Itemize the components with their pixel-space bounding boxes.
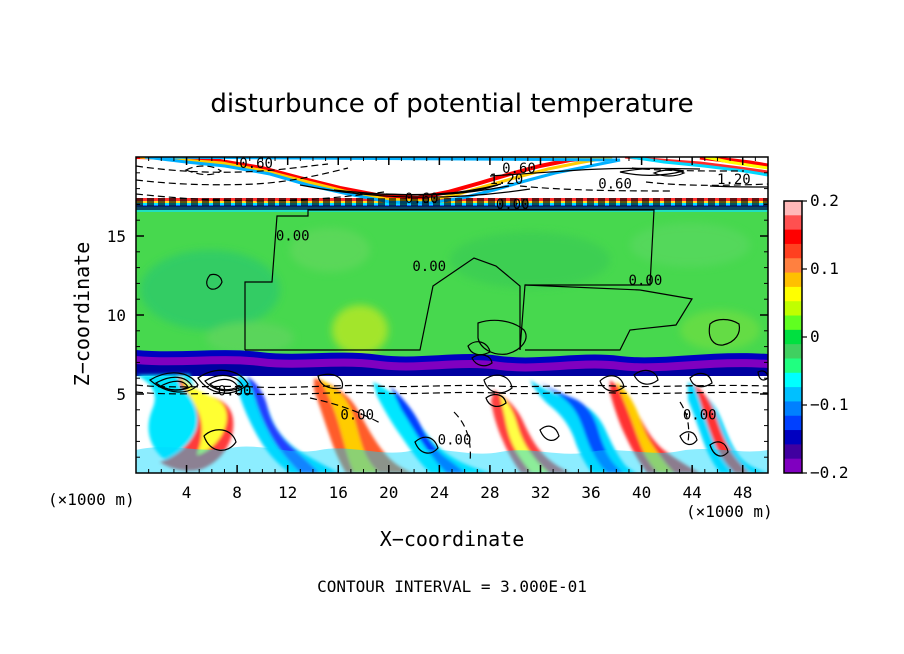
colorbar-segment-9 <box>784 329 802 345</box>
x-axis-label: X−coordinate <box>380 527 525 551</box>
x-tick-label-3: 16 <box>329 483 348 502</box>
y-tick-label-2: 15 <box>107 227 126 246</box>
colorbar-segment-8 <box>784 315 802 331</box>
x-axis: 4 8 12 16 20 24 28 32 36 40 44 48 <box>148 157 756 502</box>
colorbar-segment-18 <box>784 458 802 474</box>
contour-label-5: 0.60 <box>405 191 439 207</box>
colorbar-tick-label-0: 0.2 <box>810 191 839 210</box>
contour-label-6: 0.00 <box>496 197 530 213</box>
contour-upper-solid-7 <box>652 169 686 177</box>
contour-mid-6 <box>206 273 223 290</box>
contour-upper-solid-8 <box>709 185 768 188</box>
lower-solid-contours <box>148 341 768 457</box>
contour-upper-1 <box>136 163 329 173</box>
contour-upper-7 <box>519 185 671 192</box>
contour-lower-5 <box>679 401 690 443</box>
colorbar-tick-label-1: 0.1 <box>810 259 839 278</box>
contour-interval-note: CONTOUR INTERVAL = 3.000E-01 <box>317 577 587 596</box>
contour-lower-1 <box>136 384 768 389</box>
contour-upper-solid-1 <box>299 184 531 198</box>
contour-mid-3 <box>524 284 693 351</box>
x-tick-label-2: 12 <box>278 483 297 502</box>
contour-mid-2 <box>245 257 521 351</box>
colorbar-tick-label-4: −0.2 <box>810 463 849 482</box>
colorbar-segment-1 <box>784 215 802 231</box>
x-tick-label-11: 48 <box>733 483 752 502</box>
tropopause-contours <box>136 198 768 210</box>
contour-label-7: 0.00 <box>276 229 310 245</box>
colorbar-segment-3 <box>784 243 802 259</box>
y-axis-label: Z−coordinate <box>70 242 94 387</box>
chart-title: disturbunce of potential temperature <box>210 89 693 119</box>
contour-label-8: 0.00 <box>412 259 446 275</box>
contour-label-0: 0.60 <box>239 156 273 172</box>
colorbar-segment-11 <box>784 358 802 374</box>
colorbar-tick-label-2: 0 <box>810 327 820 346</box>
colorbar-segment-10 <box>784 344 802 359</box>
contour-mid-4 <box>708 318 741 346</box>
colorbar-segment-15 <box>784 415 802 431</box>
y-axis: 5 10 15 <box>107 172 768 458</box>
x-tick-label-0: 4 <box>182 483 192 502</box>
colorbar-segment-12 <box>784 372 802 388</box>
x-unit-label-right: (×1000 m) <box>686 502 773 521</box>
contour-mid-1 <box>244 209 655 351</box>
colorbar-segment-13 <box>784 387 802 402</box>
colorbar-segment-16 <box>784 430 802 445</box>
x-tick-label-10: 44 <box>683 483 702 502</box>
contour-label-13: 0.00 <box>683 407 717 423</box>
colorbar-segment-0 <box>784 201 802 216</box>
colorbar: 0.2 0.1 0 −0.1 −0.2 <box>783 191 849 482</box>
contour-upper-4 <box>184 165 223 176</box>
contour-mid-5 <box>477 319 527 355</box>
x-unit-label-left: (×1000 m) <box>48 490 135 509</box>
x-tick-label-6: 28 <box>480 483 499 502</box>
x-tick-label-4: 20 <box>379 483 398 502</box>
y-tick-label-0: 5 <box>116 385 126 404</box>
x-tick-label-7: 32 <box>531 483 550 502</box>
contours <box>136 163 768 463</box>
contour-upper-solid-6 <box>619 167 685 176</box>
contour-label-10: 0.00 <box>218 384 252 400</box>
colorbar-segment-5 <box>784 272 802 288</box>
contour-lower-3 <box>309 397 383 425</box>
x-tick-label-8: 36 <box>581 483 600 502</box>
colorbar-segment-2 <box>784 229 802 245</box>
contour-label-11: 0.00 <box>340 407 374 423</box>
contour-label-4: 1.20 <box>717 172 751 188</box>
contour-labels: 0.60 0.601.20 0.60 1.200.60 0.000.000.000.00… <box>218 156 751 449</box>
contour-lower-4 <box>453 411 471 463</box>
contour-label-3: 0.60 <box>598 177 632 193</box>
contour-label-9: 0.00 <box>629 273 663 289</box>
x-tick-label-9: 40 <box>632 483 651 502</box>
contour-lower-2 <box>136 391 768 396</box>
colorbar-segment-6 <box>784 286 802 302</box>
y-tick-label-1: 10 <box>107 306 126 325</box>
x-tick-label-1: 8 <box>232 483 242 502</box>
contour-upper-6 <box>645 181 768 186</box>
x-tick-label-5: 24 <box>430 483 449 502</box>
contour-upper-solid-4 <box>385 184 499 196</box>
colorbar-segment-14 <box>784 401 802 417</box>
contour-label-12: 0.00 <box>438 433 472 449</box>
contour-label-2: 1.20 <box>489 172 523 188</box>
tropopause-band <box>136 157 768 212</box>
colorbar-segment-7 <box>784 301 802 317</box>
lower-turbulent-layer <box>136 374 768 473</box>
contour-label-1: 0.60 <box>502 161 536 177</box>
colorbar-segment-4 <box>784 258 802 274</box>
colorbar-segment-17 <box>784 444 802 460</box>
colorbar-tick-label-3: −0.1 <box>810 395 849 414</box>
